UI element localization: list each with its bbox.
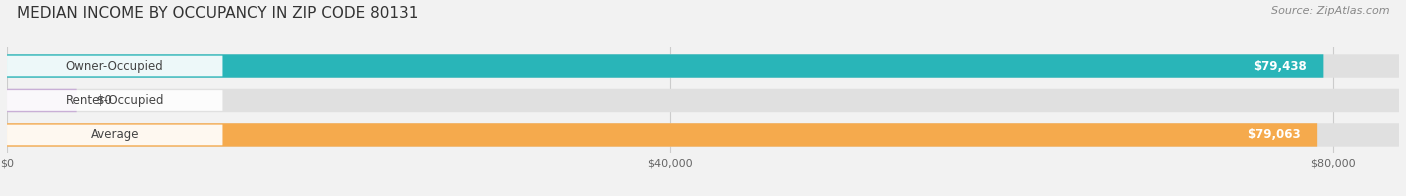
Text: Owner-Occupied: Owner-Occupied [66,60,163,73]
Text: Average: Average [90,128,139,142]
Text: Renter-Occupied: Renter-Occupied [66,94,165,107]
Text: $79,438: $79,438 [1253,60,1306,73]
Text: MEDIAN INCOME BY OCCUPANCY IN ZIP CODE 80131: MEDIAN INCOME BY OCCUPANCY IN ZIP CODE 8… [17,6,418,21]
FancyBboxPatch shape [7,89,76,112]
FancyBboxPatch shape [7,125,222,145]
Text: $0: $0 [97,94,111,107]
FancyBboxPatch shape [7,89,1399,112]
Text: Source: ZipAtlas.com: Source: ZipAtlas.com [1271,6,1389,16]
FancyBboxPatch shape [7,54,1399,78]
FancyBboxPatch shape [7,123,1399,147]
FancyBboxPatch shape [7,123,1317,147]
FancyBboxPatch shape [7,90,222,111]
FancyBboxPatch shape [7,54,1323,78]
FancyBboxPatch shape [7,56,222,76]
Text: $79,063: $79,063 [1247,128,1301,142]
